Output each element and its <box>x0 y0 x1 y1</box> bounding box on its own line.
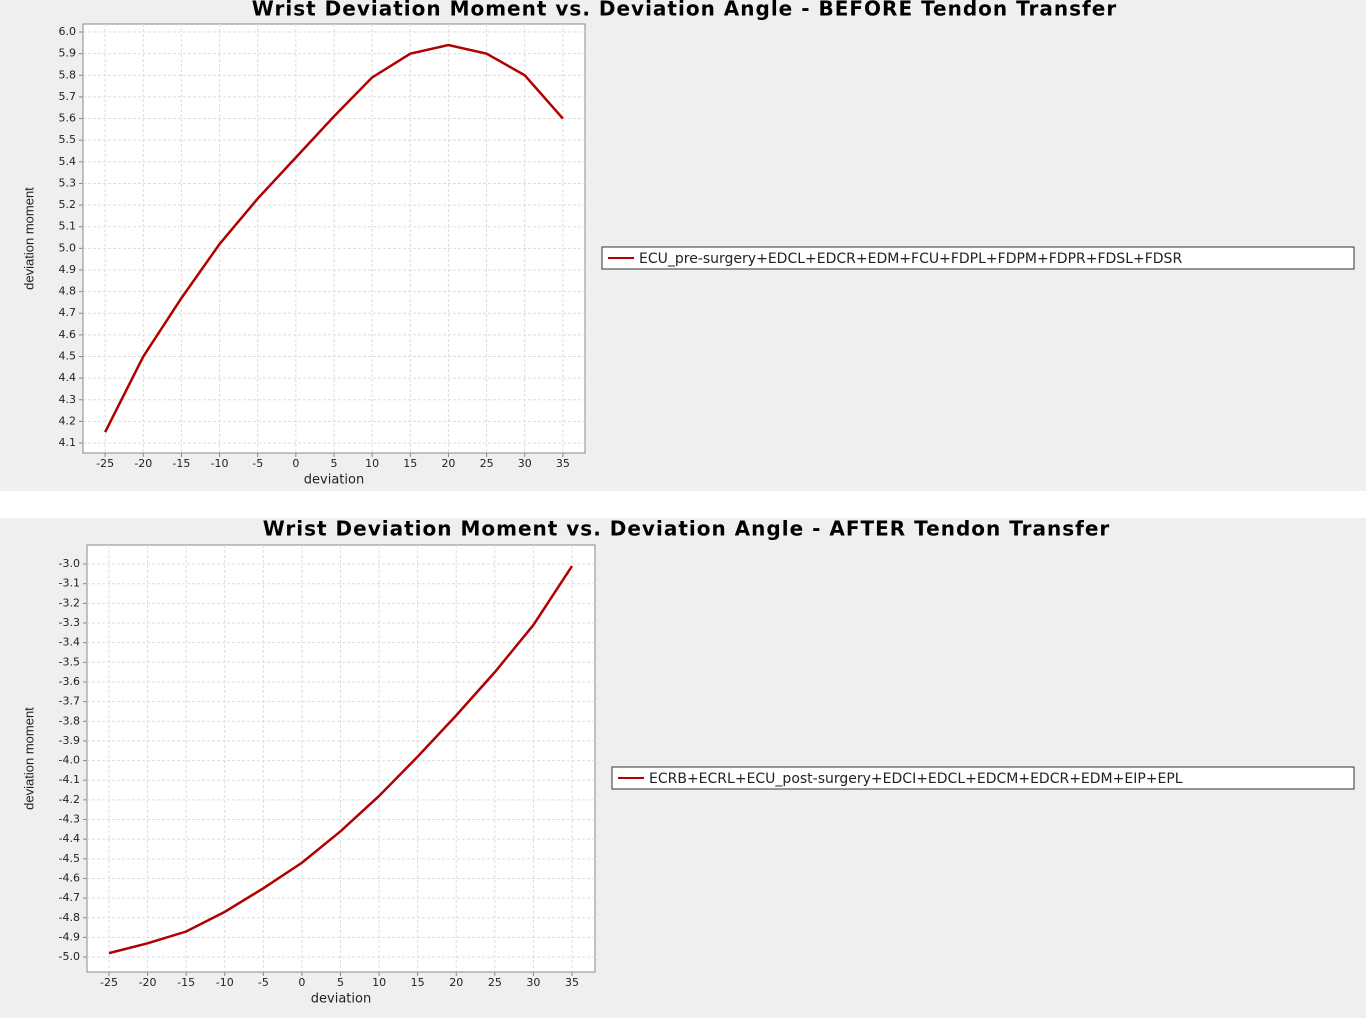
y-tick-label: 4.6 <box>59 328 77 341</box>
legend-label: ECRB+ECRL+ECU_post-surgery+EDCI+EDCL+EDC… <box>649 771 1183 787</box>
y-tick-label: -4.1 <box>59 773 80 786</box>
x-tick-label: 25 <box>488 976 502 989</box>
y-tick-label: -5.0 <box>59 950 80 963</box>
x-tick-label: 10 <box>365 457 379 470</box>
y-tick-label: 6.0 <box>59 25 77 38</box>
x-tick-label: -5 <box>258 976 269 989</box>
x-tick-label: -25 <box>96 457 114 470</box>
y-tick-label: 5.9 <box>59 47 77 60</box>
y-tick-label: -3.3 <box>59 616 80 629</box>
x-tick-label: 35 <box>556 457 570 470</box>
y-tick-label: 5.3 <box>59 176 77 189</box>
legend-box <box>601 246 1355 270</box>
legend-box <box>611 766 1355 790</box>
x-tick-label: 0 <box>292 457 299 470</box>
y-tick-label: -3.7 <box>59 695 80 708</box>
y-tick-label: 4.1 <box>59 436 77 449</box>
y-tick-label: -3.5 <box>59 655 80 668</box>
y-tick-label: -4.2 <box>59 793 80 806</box>
x-tick-label: -15 <box>172 457 190 470</box>
x-tick-label: -15 <box>177 976 195 989</box>
plot-area <box>86 544 596 973</box>
y-tick-label: 5.4 <box>59 155 77 168</box>
x-tick-label: 5 <box>331 457 338 470</box>
x-tick-label: -25 <box>100 976 118 989</box>
x-axis-label: deviation <box>311 992 371 1007</box>
y-tick-label: 5.0 <box>59 241 77 254</box>
y-tick-label: -4.3 <box>59 813 80 826</box>
x-tick-label: 15 <box>403 457 417 470</box>
x-tick-label: 35 <box>565 976 579 989</box>
y-tick-label: 4.9 <box>59 263 77 276</box>
y-tick-label: -4.9 <box>59 930 80 943</box>
x-tick-label: 20 <box>441 457 455 470</box>
y-tick-label: -3.1 <box>59 577 80 590</box>
x-tick-label: 30 <box>518 457 532 470</box>
y-tick-label: -4.6 <box>59 871 80 884</box>
y-tick-label: -3.6 <box>59 675 80 688</box>
y-tick-label: -3.0 <box>59 557 80 570</box>
plot-area <box>82 23 586 454</box>
y-tick-label: -4.8 <box>59 911 80 924</box>
y-tick-label: -4.4 <box>59 832 80 845</box>
y-tick-label: 4.8 <box>59 285 77 298</box>
x-tick-label: 0 <box>298 976 305 989</box>
x-tick-label: -20 <box>134 457 152 470</box>
y-tick-label: -3.4 <box>59 636 80 649</box>
y-tick-label: 4.7 <box>59 306 77 319</box>
y-tick-label: 4.2 <box>59 414 77 427</box>
x-tick-label: -5 <box>252 457 263 470</box>
x-tick-label: 30 <box>526 976 540 989</box>
y-tick-label: 5.2 <box>59 198 77 211</box>
y-axis-label: deviation moment <box>21 707 36 810</box>
x-tick-label: -10 <box>211 457 229 470</box>
x-tick-label: 20 <box>449 976 463 989</box>
y-tick-label: 5.7 <box>59 90 77 103</box>
y-axis-label: deviation moment <box>21 187 36 290</box>
y-tick-label: 5.8 <box>59 68 77 81</box>
x-tick-label: -20 <box>139 976 157 989</box>
line-series <box>104 43 564 433</box>
chart-title: Wrist Deviation Moment vs. Deviation Ang… <box>252 0 1117 21</box>
chart-title: Wrist Deviation Moment vs. Deviation Ang… <box>263 517 1111 541</box>
y-tick-label: 4.5 <box>59 350 77 363</box>
x-tick-label: -10 <box>216 976 234 989</box>
y-tick-label: 5.5 <box>59 133 77 146</box>
y-tick-label: 4.4 <box>59 371 77 384</box>
y-tick-label: -4.0 <box>59 754 80 767</box>
y-tick-label: -3.9 <box>59 734 80 747</box>
legend-label: ECU_pre-surgery+EDCL+EDCR+EDM+FCU+FDPL+F… <box>639 251 1182 267</box>
y-tick-label: -3.8 <box>59 714 80 727</box>
y-tick-label: 5.6 <box>59 112 77 125</box>
x-tick-label: 25 <box>480 457 494 470</box>
y-tick-label: 5.1 <box>59 220 77 233</box>
x-axis-label: deviation <box>304 473 364 488</box>
y-tick-label: -3.2 <box>59 596 80 609</box>
line-series <box>108 565 574 955</box>
x-tick-label: 15 <box>411 976 425 989</box>
x-tick-label: 10 <box>372 976 386 989</box>
x-tick-label: 5 <box>337 976 344 989</box>
y-tick-label: -4.5 <box>59 852 80 865</box>
y-tick-label: 4.3 <box>59 393 77 406</box>
y-tick-label: -4.7 <box>59 891 80 904</box>
